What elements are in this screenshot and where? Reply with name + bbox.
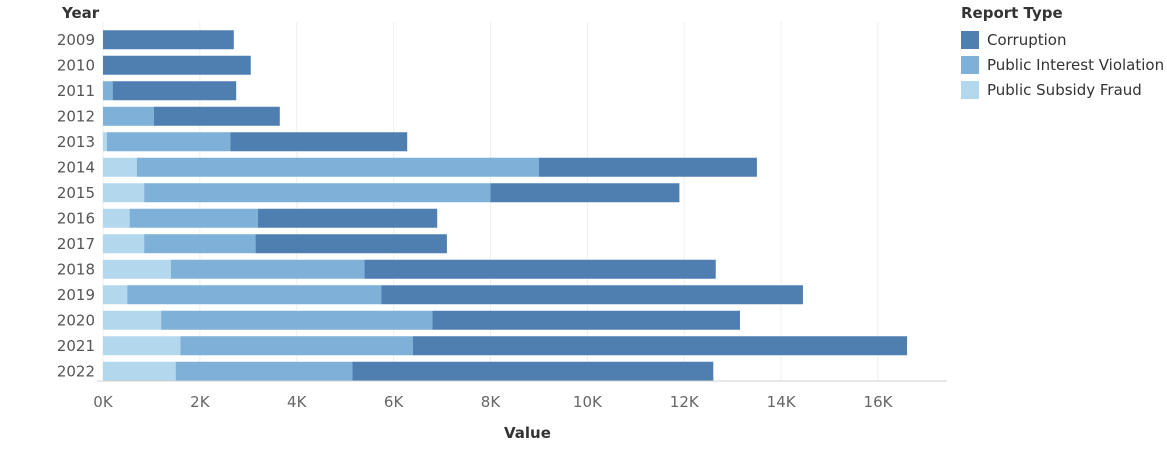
bar-segment [103, 361, 176, 381]
row-header: Year [62, 4, 100, 22]
bar-segment [538, 157, 757, 177]
legend-label: Corruption [987, 30, 1067, 49]
legend-label: Public Interest Violation [987, 55, 1165, 74]
bar-segment [175, 361, 353, 381]
y-tick-label: 2016 [57, 209, 95, 227]
bar-segment [230, 132, 408, 152]
bar-segment [103, 30, 234, 50]
y-tick-label: 2017 [57, 235, 95, 253]
bar-segment [136, 157, 539, 177]
bar-segment [352, 361, 714, 381]
y-tick-label: 2022 [57, 362, 95, 380]
bar-segment [129, 208, 258, 228]
bar-segment [153, 106, 280, 126]
bar-segment [106, 132, 231, 152]
y-tick-label: 2021 [57, 337, 95, 355]
bars [103, 30, 908, 381]
bar-segment [180, 336, 413, 356]
bar-segment [144, 234, 256, 254]
bar-segment [144, 183, 491, 203]
x-tick-label: 10K [573, 393, 603, 411]
x-tick-label: 6K [384, 393, 405, 411]
legend-item: Corruption [961, 27, 1164, 52]
x-tick-label: 12K [670, 393, 700, 411]
bar-segment [103, 336, 181, 356]
x-tick-label: 0K [93, 393, 114, 411]
bar-segment [258, 208, 438, 228]
y-tick-label: 2010 [57, 56, 95, 74]
legend-items: Corruption Public Interest Violation Publi… [961, 27, 1164, 102]
bar-segment [103, 132, 107, 152]
bar-segment [103, 55, 251, 75]
bar-segment [103, 259, 171, 279]
y-tick-label: 2013 [57, 133, 95, 151]
bar-segment [112, 81, 237, 101]
bar-segment [127, 285, 382, 305]
bar-segment [490, 183, 680, 203]
x-tick-label: 14K [767, 393, 797, 411]
bar-segment [103, 157, 137, 177]
bar-segment [381, 285, 803, 305]
bar-segment [103, 310, 162, 330]
bar-segment [413, 336, 908, 356]
bar-segment [432, 310, 740, 330]
legend-item: Public Interest Violation [961, 52, 1164, 77]
legend-swatch [961, 30, 979, 49]
y-tick-label: 2009 [57, 31, 95, 49]
x-tick-label: 2K [190, 393, 211, 411]
bar-segment [255, 234, 447, 254]
y-tick-labels: 2009 2010 2011 2012 2013 2014 2015 2016 2017 2018… [57, 31, 95, 381]
bar-segment [103, 208, 130, 228]
legend-swatch [961, 55, 979, 74]
bar-segment [170, 259, 365, 279]
x-axis-title: Value [504, 424, 551, 442]
y-tick-label: 2019 [57, 286, 95, 304]
legend: Report Type Corruption Public Interest Vi… [961, 4, 1164, 102]
legend-title: Report Type [961, 4, 1063, 22]
bar-segment [364, 259, 716, 279]
x-tick-labels: 0K 2K 4K 6K 8K 10K 12K 14K 16K [93, 393, 893, 411]
y-tick-label: 2020 [57, 311, 95, 329]
y-tick-label: 2014 [57, 158, 95, 176]
bar-segment [161, 310, 433, 330]
y-tick-label: 2015 [57, 184, 95, 202]
y-tick-label: 2011 [57, 82, 95, 100]
y-tick-label: 2012 [57, 107, 95, 125]
bar-segment [103, 285, 128, 305]
legend-swatch [961, 80, 979, 99]
x-tick-label: 8K [481, 393, 502, 411]
bar-segment [103, 234, 145, 254]
bar-segment [103, 81, 113, 101]
legend-label: Public Subsidy Fraud [987, 80, 1142, 99]
bar-segment [103, 106, 154, 126]
y-tick-label: 2018 [57, 260, 95, 278]
x-tick-label: 4K [287, 393, 308, 411]
x-tick-label: 16K [864, 393, 894, 411]
bar-segment [103, 183, 145, 203]
legend-item: Public Subsidy Fraud [961, 77, 1164, 102]
